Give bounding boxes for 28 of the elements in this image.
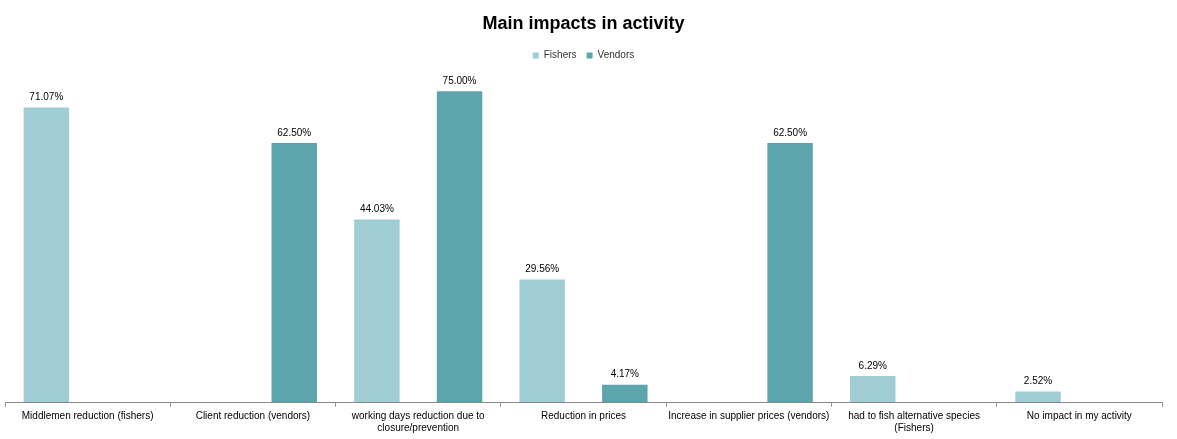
data-label: 29.56% — [525, 263, 560, 275]
x-tick-label: Reduction in prices — [540, 409, 627, 421]
x-tick-label: Client reduction (vendors) — [195, 409, 311, 421]
bar — [850, 375, 896, 402]
data-label: 44.03% — [359, 203, 394, 215]
bar — [519, 279, 565, 402]
bar — [602, 384, 648, 402]
x-tick-label: working days reduction due to closure/prevention — [350, 409, 486, 433]
legend-label: Vendors — [597, 49, 635, 61]
data-label: 6.29% — [858, 359, 888, 371]
data-label: 62.50% — [773, 126, 808, 138]
x-tick-label: had to fish alternative species (Fishers) — [848, 409, 980, 433]
data-label: 4.17% — [610, 368, 640, 380]
bar — [436, 91, 483, 402]
bar — [23, 107, 70, 402]
data-label: 2.52% — [1023, 375, 1053, 387]
data-label: 62.50% — [277, 126, 312, 138]
x-tick-label: No impact in my activity — [1026, 409, 1132, 421]
x-tick-label: Middlemen reduction (fishers) — [21, 409, 154, 421]
x-tick-label: Increase in supplier prices (vendors) — [668, 409, 830, 421]
bar — [354, 219, 400, 402]
bar — [767, 143, 813, 402]
chart-title: Main impacts in activity — [482, 12, 685, 33]
legend-label: Fishers — [543, 49, 577, 61]
bar — [271, 143, 317, 402]
data-label: 75.00% — [442, 75, 477, 87]
data-label: 71.07% — [29, 91, 64, 103]
bar — [1015, 391, 1061, 402]
